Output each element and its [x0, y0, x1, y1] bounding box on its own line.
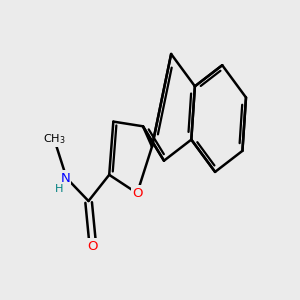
Text: H: H — [55, 184, 63, 194]
Text: O: O — [132, 187, 142, 200]
Text: O: O — [88, 239, 98, 253]
Text: CH$_3$: CH$_3$ — [43, 132, 65, 145]
Text: N: N — [60, 172, 70, 185]
